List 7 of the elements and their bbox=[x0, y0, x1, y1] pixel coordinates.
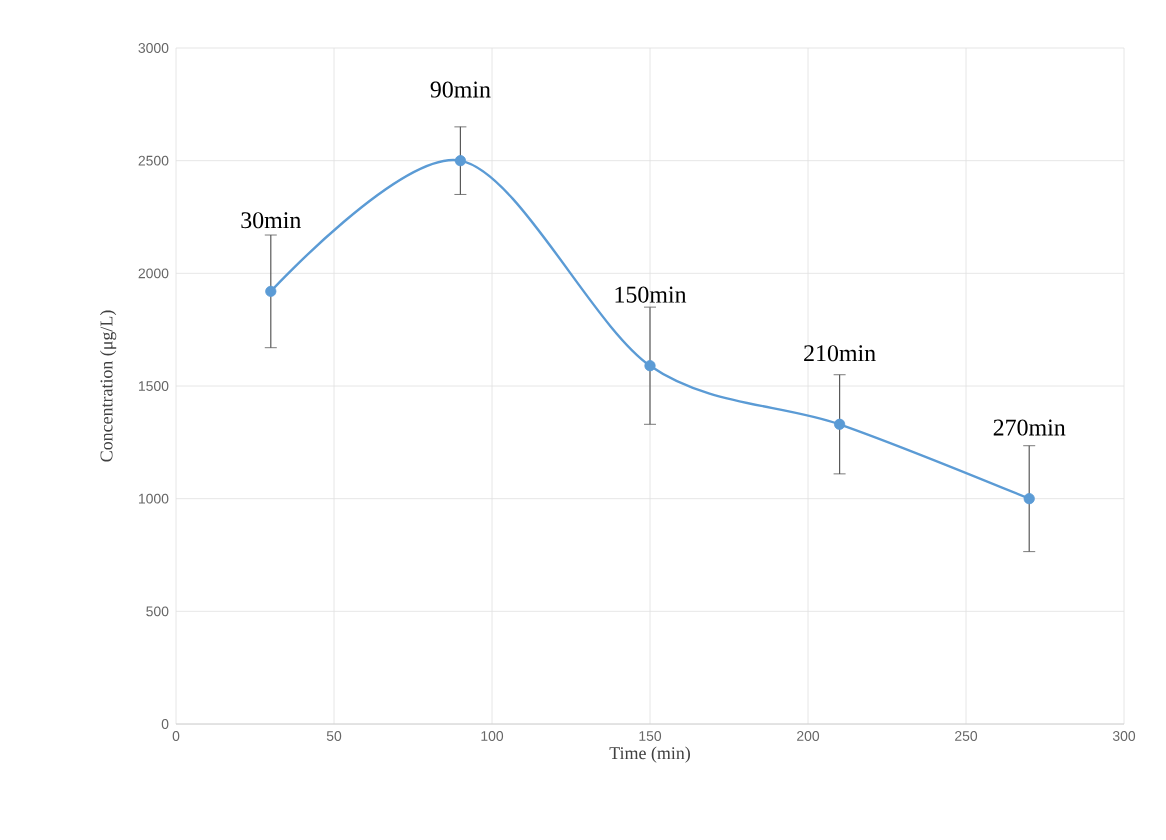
annotation: 90min bbox=[430, 81, 491, 98]
annotation: 150min bbox=[615, 286, 687, 303]
y-axis-title: Concentration (μg/L) bbox=[99, 310, 117, 462]
annotation: 270min bbox=[993, 419, 1066, 436]
x-axis-title: Time (min) bbox=[609, 746, 690, 763]
annotation: 210min bbox=[804, 345, 876, 362]
annotation: 30min bbox=[241, 212, 301, 229]
